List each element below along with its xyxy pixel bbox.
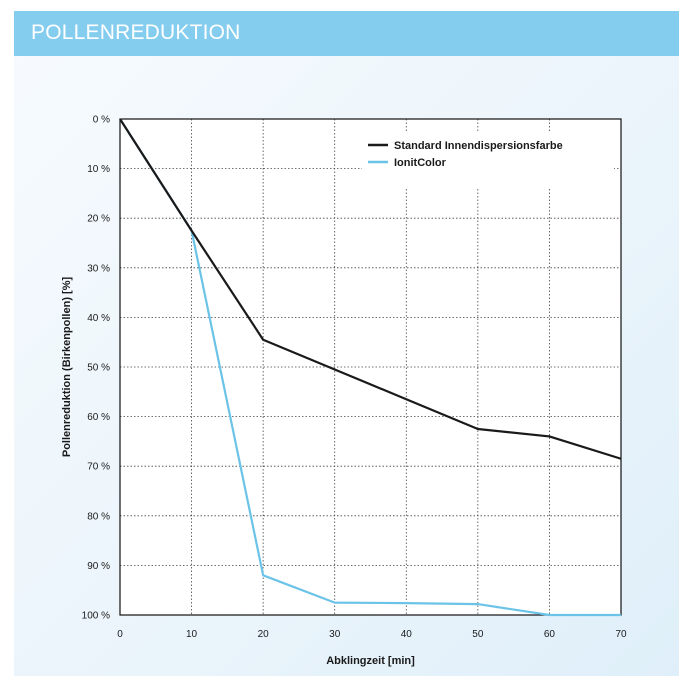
series-line-ionitcolor: [119, 118, 621, 617]
chart-panel: POLLENREDUKTION 0 % 10 % 20 % 30 % 40 % 50 % 6…: [14, 11, 679, 676]
pollen-reduction-chart: 0 % 10 % 20 % 30 % 40 % 50 % 60 % 70 % 80 % 90 % 1…: [61, 115, 627, 668]
page-title: POLLENREDUKTION: [31, 21, 241, 44]
x-axis-title: Abklingzeit [min]: [326, 655, 415, 667]
y-tick-label: 90 %: [87, 561, 110, 572]
x-tick-label: 40: [401, 629, 413, 640]
legend-label: Standard Innendispersionsfarbe: [394, 140, 563, 152]
y-tick-label: 80 %: [87, 511, 110, 522]
y-tick-label: 50 %: [87, 363, 110, 374]
x-tick-label: 10: [186, 629, 198, 640]
y-tick-label: 40 %: [87, 313, 110, 324]
y-tick-label: 0 %: [93, 115, 110, 126]
y-tick-label: 70 %: [87, 462, 110, 473]
y-tick-label: 100 %: [82, 611, 110, 622]
grid: [120, 119, 621, 615]
x-tick-label: 20: [258, 629, 270, 640]
header-bar: POLLENREDUKTION: [14, 11, 679, 56]
y-tick-label: 10 %: [87, 164, 110, 175]
plot-frame: [119, 118, 622, 616]
legend: Standard Innendispersionsfarbe IonitColor: [368, 140, 563, 169]
x-tick-label: 60: [544, 629, 556, 640]
x-tick-label: 70: [615, 629, 627, 640]
x-tick-label: 30: [329, 629, 341, 640]
y-tick-label: 60 %: [87, 412, 110, 423]
plot-area: [120, 119, 621, 615]
legend-label: IonitColor: [394, 157, 447, 169]
series-line-standard: [119, 118, 622, 460]
legend-background: [362, 131, 614, 189]
y-tick-label: 20 %: [87, 214, 110, 225]
x-tick-label: 50: [472, 629, 484, 640]
y-axis-title: Pollenreduktion (Birkenpollen) [%]: [61, 277, 73, 458]
y-tick-label: 30 %: [87, 263, 110, 274]
x-tick-label: 0: [117, 629, 123, 640]
